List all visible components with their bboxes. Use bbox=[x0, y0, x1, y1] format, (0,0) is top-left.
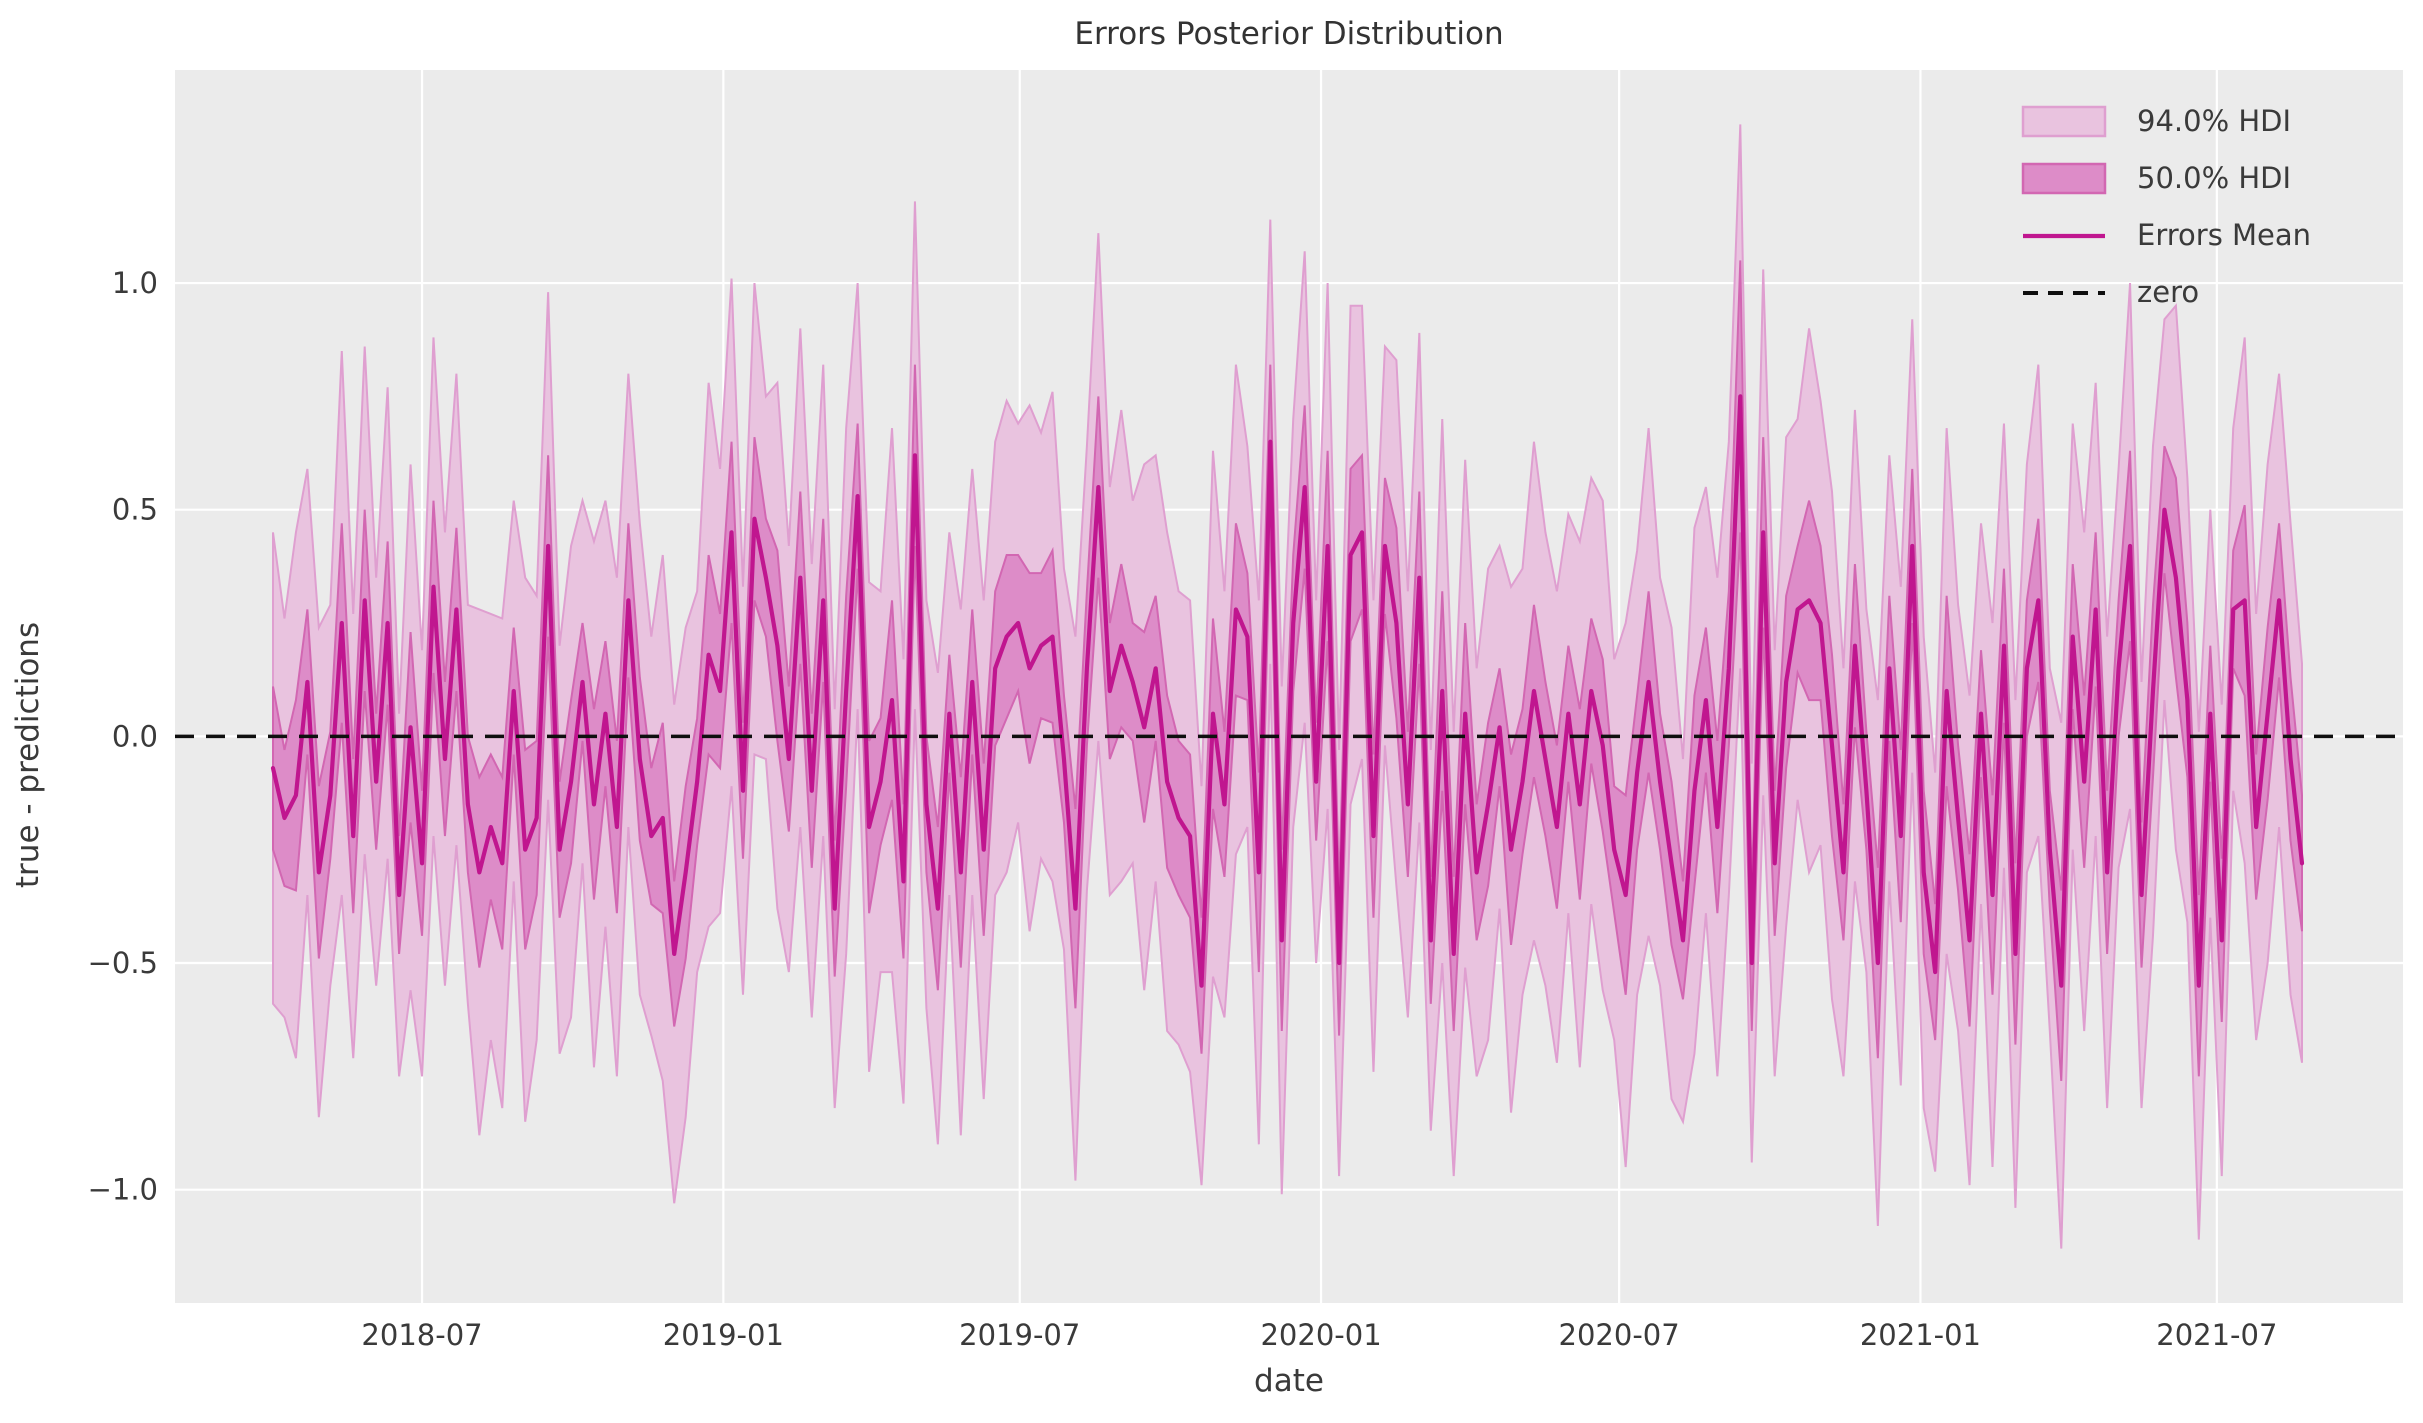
hdi-50-band bbox=[272, 260, 2303, 1081]
legend-label-50-hdi: 50.0% HDI bbox=[2137, 161, 2291, 195]
x-tick-label: 2021-01 bbox=[1860, 1318, 1981, 1352]
legend-label-errors-mean: Errors Mean bbox=[2137, 218, 2311, 252]
legend-swatch-50-hdi-icon bbox=[2021, 162, 2107, 195]
x-axis-label: date bbox=[1254, 1363, 1324, 1399]
x-tick-labels: 2018-07 2019-01 2019-07 2020-01 2020-07 2021-… bbox=[361, 1318, 2277, 1352]
x-tick-label: 2020-01 bbox=[1260, 1318, 1381, 1352]
x-tick-label: 2018-07 bbox=[361, 1318, 482, 1352]
x-tick-label: 2019-07 bbox=[959, 1318, 1080, 1352]
chart-title: Errors Posterior Distribution bbox=[1074, 16, 1503, 52]
legend-label-94-hdi: 94.0% HDI bbox=[2137, 104, 2291, 138]
x-tick-label: 2021-07 bbox=[2156, 1318, 2277, 1352]
y-tick-labels: −1.0 −0.5 0.0 0.5 1.0 bbox=[88, 266, 158, 1207]
y-tick-label: 0.0 bbox=[112, 719, 158, 753]
legend-swatch-94-hdi-icon bbox=[2021, 105, 2107, 138]
legend: 94.0% HDI 50.0% HDI Errors Mean zero bbox=[2021, 104, 2311, 309]
y-tick-label: −1.0 bbox=[88, 1173, 158, 1207]
x-tick-label: 2020-07 bbox=[1559, 1318, 1680, 1352]
y-tick-label: 1.0 bbox=[112, 266, 158, 300]
y-axis-label: true - predictions bbox=[10, 622, 46, 888]
x-tick-label: 2019-01 bbox=[663, 1318, 784, 1352]
y-tick-label: 0.5 bbox=[112, 493, 158, 527]
data-layer bbox=[270, 124, 2305, 1249]
errors-mean-line bbox=[270, 394, 2305, 988]
legend-label-zero: zero bbox=[2137, 275, 2199, 309]
y-tick-label: −0.5 bbox=[88, 946, 158, 980]
